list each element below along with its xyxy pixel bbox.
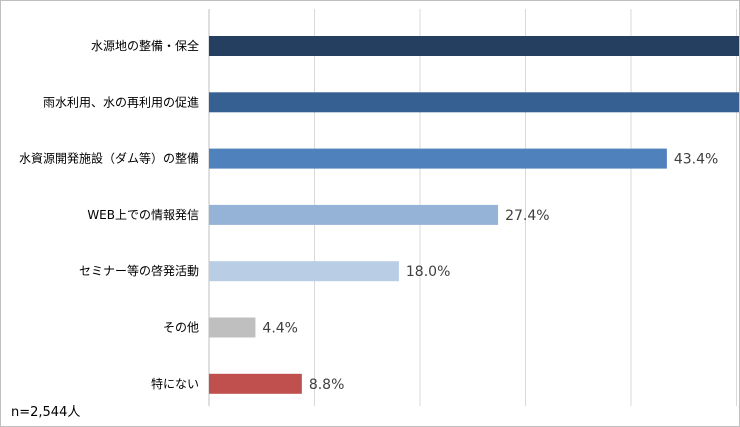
- category-label: WEB上での情報発信: [87, 208, 199, 222]
- bars: [209, 36, 739, 394]
- bar: [209, 148, 667, 169]
- value-label: 18.0%: [406, 264, 450, 280]
- sample-size-note: n=2,544人: [11, 405, 81, 420]
- bar: [209, 317, 256, 338]
- bar: [209, 373, 302, 394]
- category-label: セミナー等の啓発活動: [79, 263, 199, 278]
- bar: [209, 36, 739, 56]
- category-label: その他: [163, 321, 199, 335]
- bar: [209, 261, 399, 282]
- category-label: 水源地の整備・保全: [91, 38, 199, 53]
- bar: [209, 204, 499, 225]
- category-label: 雨水利用、水の再利用の促進: [43, 95, 199, 109]
- bar: [209, 92, 739, 113]
- category-label: 特にない: [151, 376, 199, 391]
- value-labels: 64.1%58.6%43.4%27.4%18.0%4.4%8.8%: [262, 152, 718, 393]
- category-label: 水資源開発施設（ダム等）の整備: [19, 151, 199, 166]
- value-label: 4.4%: [262, 321, 298, 337]
- value-label: 27.4%: [505, 208, 549, 224]
- value-label: 8.8%: [309, 377, 345, 393]
- value-label: 43.4%: [674, 152, 718, 168]
